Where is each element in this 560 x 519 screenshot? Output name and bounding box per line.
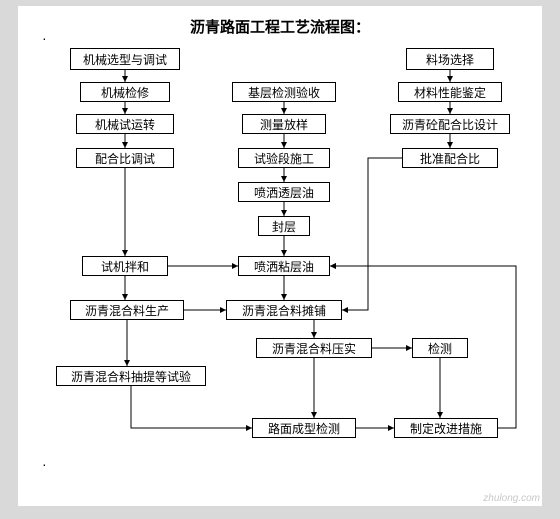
flow-node-n19: 检测: [412, 338, 468, 358]
flow-node-n1: 机械选型与调试: [70, 48, 180, 70]
flow-node-n15: 试机拌和: [82, 256, 168, 276]
flow-node-n5: 料场选择: [406, 48, 494, 70]
bullet-dot: ·: [42, 30, 47, 46]
flow-node-n20: 沥青混合料抽提等试验: [56, 366, 206, 386]
page-title: 沥青路面工程工艺流程图：: [18, 16, 542, 37]
flow-node-n12: 喷洒透层油: [238, 182, 330, 202]
flow-node-n22: 制定改进措施: [394, 418, 498, 438]
flow-node-n11: 试验段施工: [238, 148, 330, 168]
flow-node-n21: 路面成型检测: [252, 418, 356, 438]
flow-node-n6: 材料性能鉴定: [398, 82, 502, 102]
flow-node-n18: 沥青混合料压实: [256, 338, 372, 358]
flow-node-n17: 沥青混合料摊铺: [226, 300, 342, 320]
flow-node-n4: 配合比调试: [76, 148, 174, 168]
flow-node-n7: 沥青砼配合比设计: [390, 114, 510, 134]
watermark: zhulong.com: [483, 493, 540, 504]
flow-node-n10: 测量放样: [242, 114, 326, 134]
flow-node-n13: 封层: [258, 216, 310, 236]
bullet-dot: ·: [42, 456, 47, 472]
flow-node-n14: 喷洒粘层油: [238, 256, 330, 276]
flow-node-n3: 机械试运转: [76, 114, 174, 134]
flow-node-n8: 批准配合比: [402, 148, 498, 168]
flow-node-n9: 基层检测验收: [232, 82, 336, 102]
paper: 沥青路面工程工艺流程图： · 机械选型与调试机械检修机械试运转配合比调试 料场选择…: [18, 6, 542, 506]
flow-node-n16: 沥青混合料生产: [70, 300, 184, 320]
flow-node-n2: 机械检修: [80, 82, 170, 102]
